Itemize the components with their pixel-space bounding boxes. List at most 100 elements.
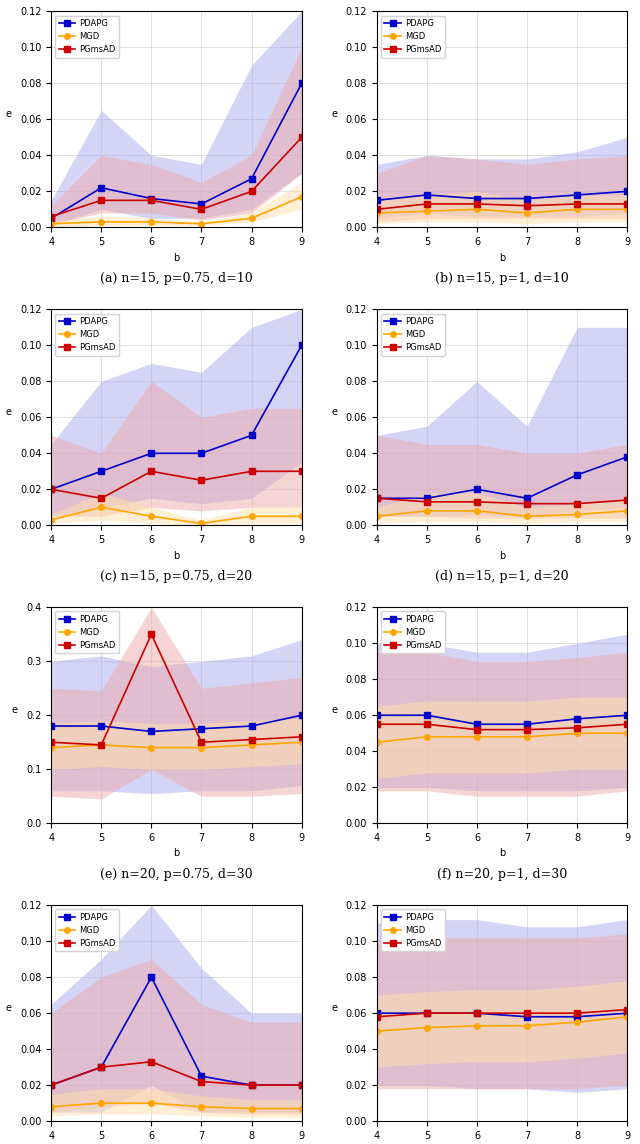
Y-axis label: e: e xyxy=(6,1003,12,1014)
PGmsAD xyxy=(373,202,381,216)
PDAPG xyxy=(97,720,105,733)
PGmsAD xyxy=(573,496,581,510)
PGmsAD xyxy=(47,1079,55,1093)
PDAPG xyxy=(523,717,531,731)
PDAPG xyxy=(198,197,205,210)
X-axis label: b: b xyxy=(499,550,505,561)
Y-axis label: e: e xyxy=(12,705,18,715)
Legend: PDAPG, MGD, PGmsAD: PDAPG, MGD, PGmsAD xyxy=(56,16,119,57)
Line: MGD: MGD xyxy=(374,1014,630,1034)
PDAPG xyxy=(148,192,156,206)
MGD xyxy=(198,1099,205,1113)
Line: PGmsAD: PGmsAD xyxy=(49,135,305,220)
Legend: PDAPG, MGD, PGmsAD: PDAPG, MGD, PGmsAD xyxy=(381,313,445,356)
PDAPG xyxy=(573,712,581,725)
Line: MGD: MGD xyxy=(49,1101,305,1111)
MGD xyxy=(423,1020,431,1034)
PGmsAD xyxy=(523,1007,531,1020)
PDAPG xyxy=(248,720,255,733)
MGD xyxy=(248,212,255,225)
PDAPG xyxy=(47,212,55,225)
PGmsAD xyxy=(47,736,55,749)
PGmsAD xyxy=(198,202,205,216)
X-axis label: b: b xyxy=(173,849,180,858)
MGD xyxy=(97,1096,105,1110)
PDAPG xyxy=(47,1079,55,1093)
MGD xyxy=(97,215,105,229)
Legend: PDAPG, MGD, PGmsAD: PDAPG, MGD, PGmsAD xyxy=(381,611,445,653)
MGD xyxy=(298,1102,305,1115)
Line: PGmsAD: PGmsAD xyxy=(374,1007,630,1019)
Y-axis label: e: e xyxy=(332,1003,337,1014)
X-axis label: b: b xyxy=(499,253,505,263)
MGD xyxy=(473,202,481,216)
Title: (d) n=15, p=1, d=20: (d) n=15, p=1, d=20 xyxy=(435,570,569,583)
PDAPG xyxy=(373,708,381,722)
Legend: PDAPG, MGD, PGmsAD: PDAPG, MGD, PGmsAD xyxy=(381,909,445,952)
PGmsAD xyxy=(248,184,255,198)
Line: PDAPG: PDAPG xyxy=(374,189,630,204)
MGD xyxy=(148,1096,156,1110)
PGmsAD xyxy=(248,1079,255,1093)
Line: MGD: MGD xyxy=(374,731,630,745)
PGmsAD xyxy=(298,130,305,144)
PDAPG xyxy=(623,450,631,463)
Line: PGmsAD: PGmsAD xyxy=(374,722,630,732)
PGmsAD xyxy=(473,495,481,509)
Line: PGmsAD: PGmsAD xyxy=(49,1059,305,1088)
Y-axis label: e: e xyxy=(6,407,12,418)
PGmsAD xyxy=(573,1007,581,1020)
PDAPG xyxy=(623,708,631,722)
MGD xyxy=(423,505,431,518)
PGmsAD xyxy=(473,723,481,737)
PGmsAD xyxy=(198,1074,205,1088)
PDAPG xyxy=(573,468,581,482)
PDAPG xyxy=(473,1007,481,1020)
MGD xyxy=(298,736,305,749)
PDAPG xyxy=(148,970,156,984)
PGmsAD xyxy=(623,1002,631,1016)
PGmsAD xyxy=(473,197,481,210)
PDAPG xyxy=(97,1060,105,1074)
PDAPG xyxy=(623,184,631,198)
PDAPG xyxy=(47,483,55,496)
PDAPG xyxy=(248,429,255,443)
PDAPG xyxy=(373,492,381,506)
PDAPG xyxy=(248,172,255,185)
PGmsAD xyxy=(523,199,531,213)
Line: PDAPG: PDAPG xyxy=(374,1010,630,1019)
PDAPG xyxy=(248,1079,255,1093)
X-axis label: b: b xyxy=(173,253,180,263)
PGmsAD xyxy=(523,723,531,737)
Line: PGmsAD: PGmsAD xyxy=(374,201,630,212)
MGD xyxy=(148,215,156,229)
MGD xyxy=(523,206,531,220)
X-axis label: b: b xyxy=(499,849,505,858)
PGmsAD xyxy=(97,492,105,506)
Title: (c) n=15, p=0.75, d=20: (c) n=15, p=0.75, d=20 xyxy=(100,570,252,583)
MGD xyxy=(298,509,305,523)
MGD xyxy=(97,738,105,752)
MGD xyxy=(523,730,531,744)
PDAPG xyxy=(298,1079,305,1093)
Y-axis label: e: e xyxy=(332,407,337,418)
PDAPG xyxy=(573,188,581,201)
MGD xyxy=(248,1102,255,1115)
PGmsAD xyxy=(148,1055,156,1068)
MGD xyxy=(248,738,255,752)
PGmsAD xyxy=(623,493,631,507)
Line: PDAPG: PDAPG xyxy=(374,454,630,501)
PDAPG xyxy=(97,181,105,194)
MGD xyxy=(523,1019,531,1033)
MGD xyxy=(198,217,205,231)
PGmsAD xyxy=(423,197,431,210)
MGD xyxy=(373,1024,381,1038)
PGmsAD xyxy=(623,717,631,731)
MGD xyxy=(248,509,255,523)
Line: MGD: MGD xyxy=(49,194,305,227)
MGD xyxy=(47,513,55,526)
PGmsAD xyxy=(97,193,105,207)
PGmsAD xyxy=(248,464,255,478)
Y-axis label: e: e xyxy=(6,110,12,119)
MGD xyxy=(623,505,631,518)
